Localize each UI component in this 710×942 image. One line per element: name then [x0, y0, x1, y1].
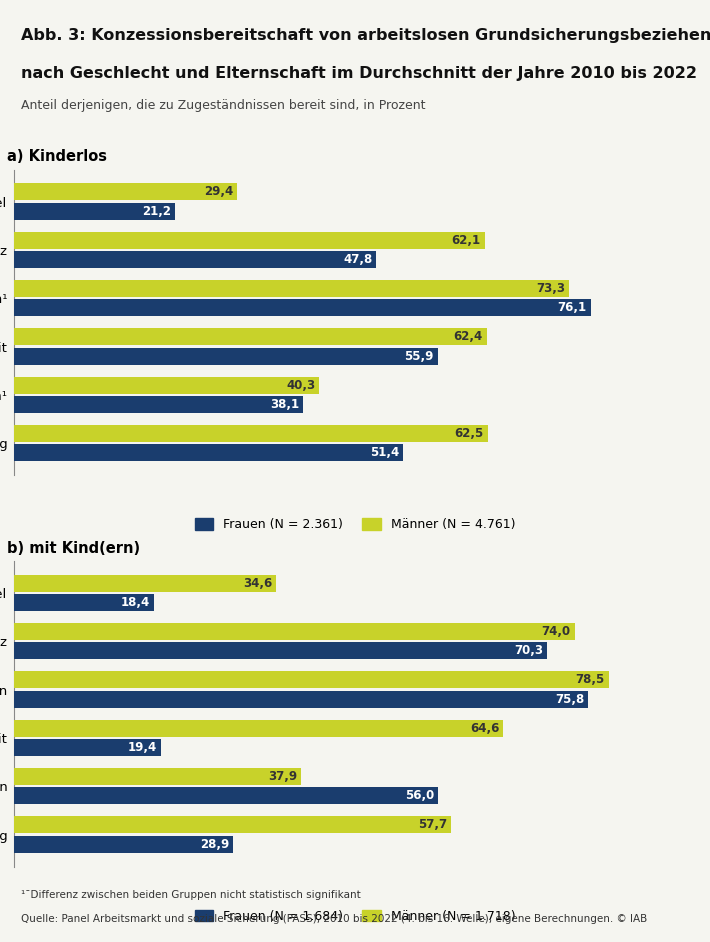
Text: 70,3: 70,3 [514, 644, 543, 658]
Text: 29,4: 29,4 [204, 186, 233, 199]
Text: 34,6: 34,6 [244, 577, 273, 590]
Text: 62,1: 62,1 [452, 234, 481, 247]
Text: a) Kinderlos: a) Kinderlos [7, 149, 107, 164]
Bar [14, 203, 175, 219]
Legend: Frauen (N = 1.684), Männer (N = 1.718): Frauen (N = 1.684), Männer (N = 1.718) [190, 904, 520, 928]
Bar [14, 252, 376, 268]
Bar [14, 768, 301, 785]
Bar [14, 817, 451, 834]
Bar [14, 184, 237, 201]
Bar [14, 672, 608, 689]
Text: Quelle: Panel Arbeitsmarkt und soziale Sicherung (PASS), 2010 bis 2022 (4. bis 1: Quelle: Panel Arbeitsmarkt und soziale S… [21, 914, 648, 924]
Text: 19,4: 19,4 [128, 741, 158, 755]
Text: 38,1: 38,1 [270, 398, 299, 411]
Bar [14, 788, 438, 804]
Bar [14, 377, 320, 394]
Bar [14, 690, 589, 707]
Bar [14, 445, 403, 462]
Text: nach Geschlecht und Elternschaft im Durchschnitt der Jahre 2010 bis 2022: nach Geschlecht und Elternschaft im Durc… [21, 66, 697, 81]
Text: 21,2: 21,2 [142, 204, 171, 218]
Bar [14, 348, 437, 365]
Text: Abb. 3: Konzessionsbereitschaft von arbeitslosen Grundsicherungsbeziehenden: Abb. 3: Konzessionsbereitschaft von arbe… [21, 28, 710, 43]
Text: 56,0: 56,0 [405, 789, 435, 803]
Text: 51,4: 51,4 [371, 447, 400, 460]
Text: 62,5: 62,5 [454, 427, 484, 440]
Text: 40,3: 40,3 [287, 379, 316, 392]
Bar [14, 575, 276, 592]
Bar [14, 720, 503, 737]
Bar [14, 280, 569, 297]
Text: 55,9: 55,9 [405, 349, 434, 363]
Bar [14, 425, 488, 442]
Bar [14, 739, 161, 756]
Bar [14, 232, 484, 249]
Text: ¹ˉDifferenz zwischen beiden Gruppen nicht statistisch signifikant: ¹ˉDifferenz zwischen beiden Gruppen nich… [21, 890, 361, 901]
Text: 76,1: 76,1 [557, 301, 586, 315]
Bar [14, 642, 547, 659]
Bar [14, 836, 233, 853]
Text: 78,5: 78,5 [576, 674, 605, 687]
Text: 28,9: 28,9 [200, 837, 229, 851]
Bar [14, 300, 591, 317]
Text: 64,6: 64,6 [470, 722, 500, 735]
Text: b) mit Kind(ern): b) mit Kind(ern) [7, 541, 141, 556]
Text: 75,8: 75,8 [555, 692, 584, 706]
Bar [14, 624, 574, 640]
Text: 62,4: 62,4 [454, 331, 483, 344]
Bar [14, 397, 302, 413]
Text: Anteil derjenigen, die zu Zugeständnissen bereit sind, in Prozent: Anteil derjenigen, die zu Zugeständnisse… [21, 99, 426, 112]
Text: 47,8: 47,8 [343, 253, 373, 266]
Bar [14, 329, 487, 346]
Text: 74,0: 74,0 [542, 625, 571, 638]
Legend: Frauen (N = 2.361), Männer (N = 4.761): Frauen (N = 2.361), Männer (N = 4.761) [190, 513, 520, 536]
Text: 57,7: 57,7 [418, 819, 447, 832]
Bar [14, 594, 153, 611]
Text: 73,3: 73,3 [537, 282, 566, 295]
Text: 37,9: 37,9 [268, 771, 297, 783]
Text: 18,4: 18,4 [121, 596, 150, 609]
